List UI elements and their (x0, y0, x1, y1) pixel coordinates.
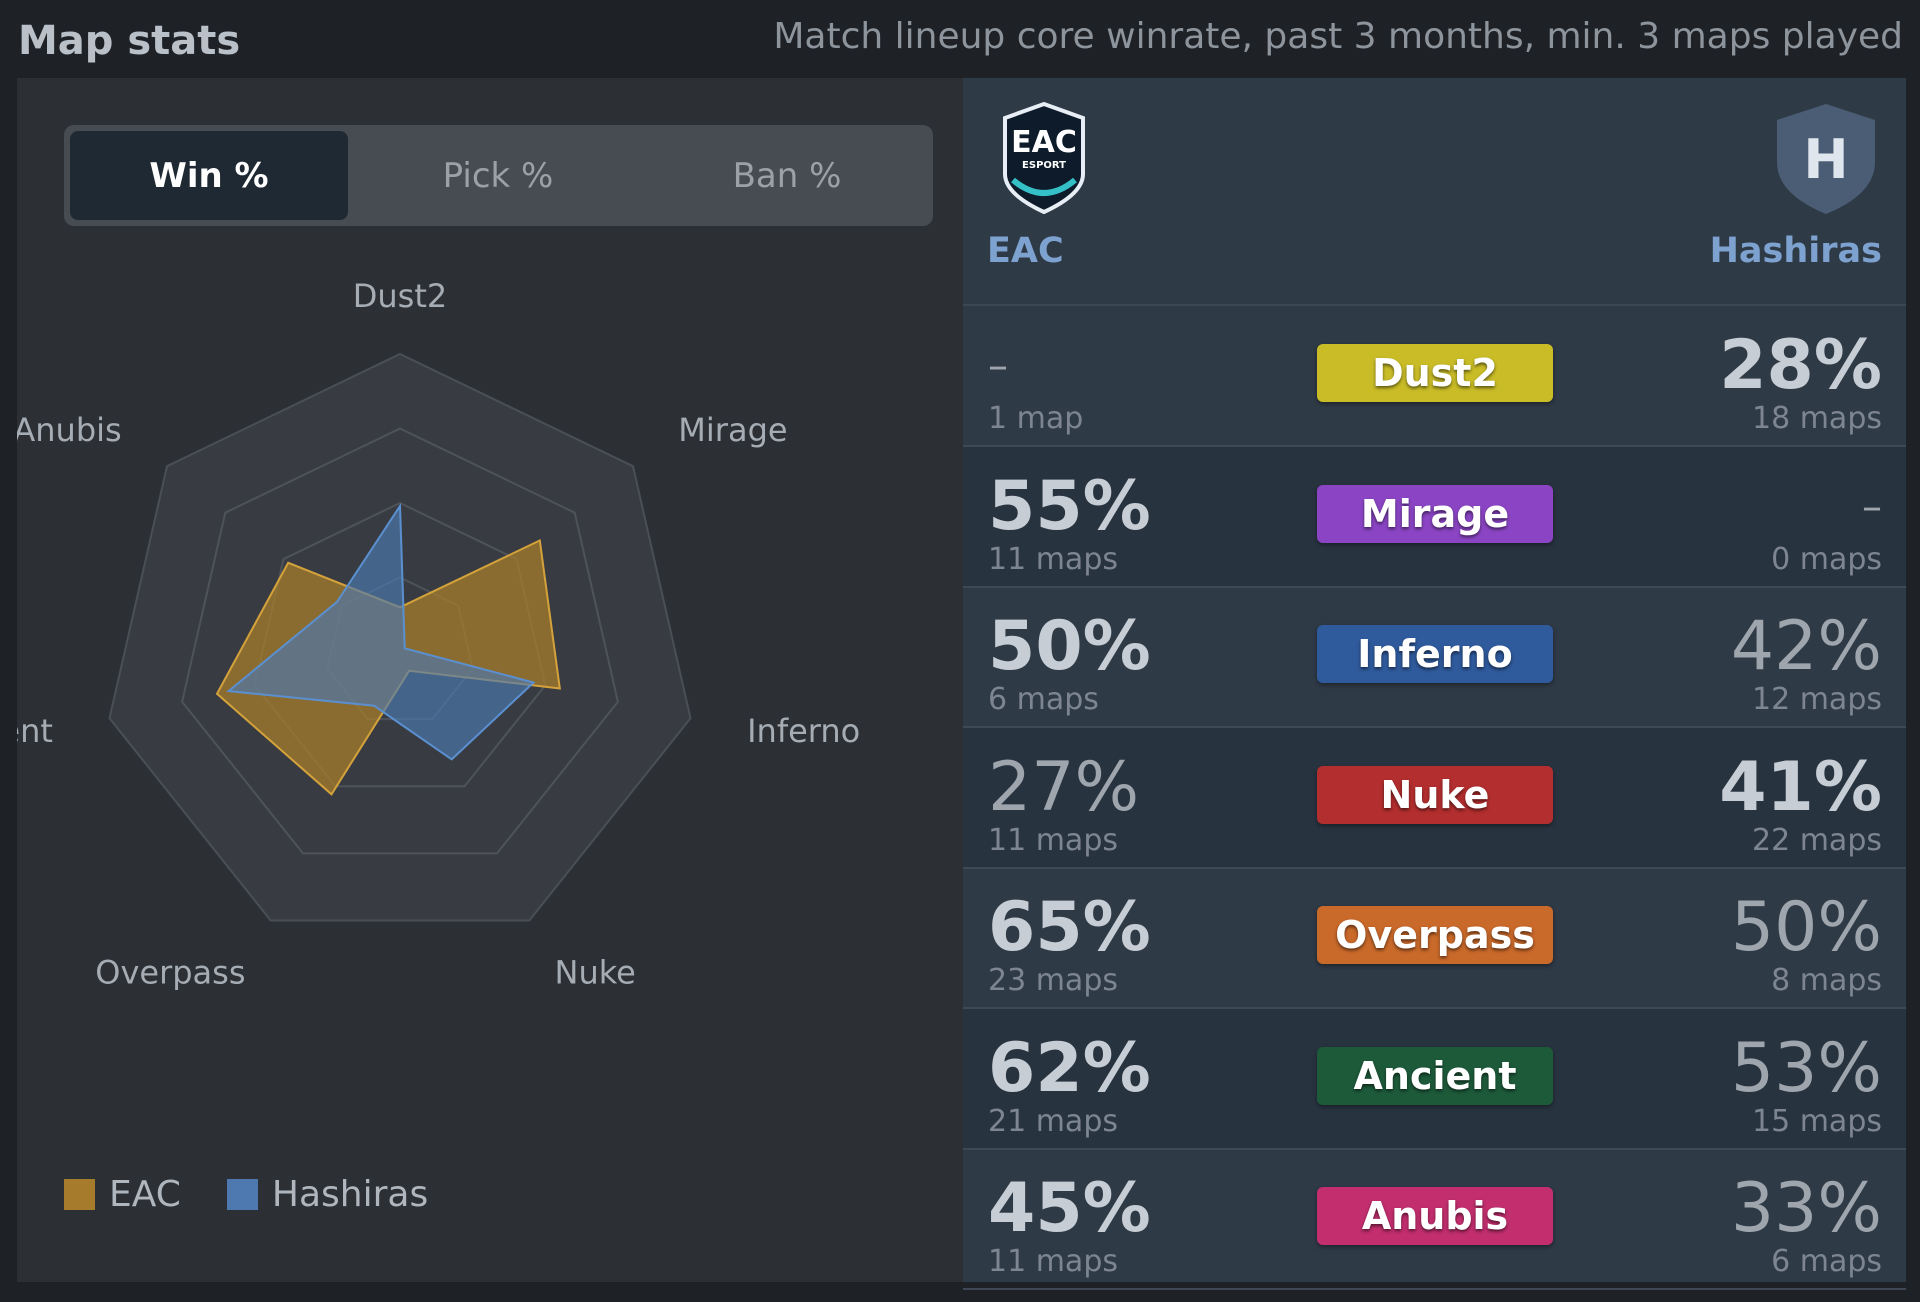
map-badge-overpass[interactable]: Overpass (1317, 906, 1553, 964)
right-win-pct: 42% (1730, 607, 1882, 686)
chart-panel: Win % Pick % Ban % Dust2 Mirage Inferno Nuk… (17, 78, 963, 1282)
tab-pick-pct[interactable]: Pick % (442, 155, 554, 196)
left-win-pct: 50% (988, 607, 1151, 686)
stats-panel: EAC ESPORT EAC H Hashiras – 1 map Dust2 28%… (963, 78, 1906, 1290)
team-name-right[interactable]: Hashiras (1709, 231, 1882, 271)
left-team-stat: 45% 11 maps (988, 1169, 1151, 1277)
legend-item-hashiras[interactable]: Hashiras (226, 1174, 429, 1215)
right-win-pct: 33% (1730, 1169, 1882, 1248)
left-win-pct: 55% (988, 466, 1151, 546)
map-badge-mirage[interactable]: Mirage (1317, 484, 1553, 543)
axis-label-ancient: Ancient (17, 712, 53, 750)
axis-label-dust2: Dust2 (353, 277, 448, 315)
hashiras-logo-text: H (1803, 128, 1848, 191)
page-title: Map stats (18, 18, 241, 64)
left-team-stat: 27% 11 maps (988, 748, 1139, 856)
tab-ban-pct[interactable]: Ban % (732, 155, 842, 196)
left-team-stat: 65% 23 maps (988, 888, 1151, 996)
left-win-pct: 45% (988, 1169, 1151, 1248)
left-team-stat: 62% 21 maps (988, 1029, 1151, 1137)
left-team-stat: 50% 6 maps (988, 607, 1151, 715)
map-badge-anubis[interactable]: Anubis (1317, 1187, 1553, 1245)
left-win-pct: 65% (988, 888, 1151, 967)
legend-swatch-eac (64, 1179, 95, 1210)
right-team-stat: – 0 maps (1771, 467, 1882, 575)
axis-label-inferno: Inferno (747, 712, 860, 750)
map-row-nuke[interactable]: 27% 11 maps Nuke 41% 22 maps (963, 727, 1906, 869)
map-row-mirage[interactable]: 55% 11 maps Mirage – 0 maps (963, 446, 1906, 588)
page-subtitle: Match lineup core winrate, past 3 months… (773, 16, 1903, 57)
map-row-ancient[interactable]: 62% 21 maps Ancient 53% 15 maps (963, 1008, 1906, 1150)
radar-series-hashiras (226, 502, 536, 761)
tab-win-pct[interactable]: Win % (70, 131, 348, 220)
axis-label-overpass: Overpass (95, 954, 245, 992)
right-maps-count: 12 maps (1752, 682, 1882, 717)
map-badge-dust2[interactable]: Dust2 (1317, 344, 1553, 402)
map-badge-inferno[interactable]: Inferno (1317, 625, 1553, 683)
left-maps-count: 23 maps (988, 963, 1118, 998)
right-maps-count: 0 maps (1771, 541, 1882, 577)
map-row-anubis[interactable]: 45% 11 maps Anubis 33% 6 maps (963, 1149, 1906, 1290)
right-win-pct: 41% (1719, 747, 1882, 827)
page-header: Map stats Match lineup core winrate, pas… (0, 0, 1920, 78)
left-team-stat: – 1 map (988, 326, 1083, 434)
right-team-stat: 42% 12 maps (1731, 607, 1882, 715)
right-maps-count: 15 maps (1752, 1103, 1882, 1139)
right-team-stat: 41% 22 maps (1719, 748, 1882, 856)
axis-label-nuke: Nuke (555, 954, 636, 992)
map-badge-ancient[interactable]: Ancient (1317, 1046, 1553, 1105)
legend-item-eac[interactable]: EAC (64, 1174, 181, 1215)
hashiras-logo: H (1777, 104, 1875, 214)
map-badge-nuke[interactable]: Nuke (1317, 765, 1553, 824)
eac-logo: EAC ESPORT (1003, 102, 1085, 214)
right-win-pct: – (1862, 483, 1882, 530)
right-win-pct: 53% (1730, 1028, 1882, 1108)
right-win-pct: 28% (1719, 326, 1882, 405)
right-win-pct: 50% (1730, 888, 1882, 967)
map-row-dust2[interactable]: – 1 map Dust2 28% 18 maps (963, 306, 1906, 447)
left-win-pct: 27% (988, 747, 1140, 827)
radar-gridline (181, 427, 619, 855)
legend-label: Hashiras (271, 1174, 429, 1215)
left-maps-count: 21 maps (988, 1103, 1118, 1139)
team-header: EAC ESPORT EAC H Hashiras (963, 78, 1906, 306)
right-maps-count: 18 maps (1752, 401, 1882, 436)
radar-chart: Dust2 Mirage Inferno Nuke Overpass Ancient Anu… (17, 277, 860, 992)
eac-logo-text: EAC (1011, 125, 1077, 160)
right-maps-count: 22 maps (1752, 822, 1882, 858)
axis-label-anubis: Anubis (17, 411, 122, 449)
left-maps-count: 1 map (988, 401, 1084, 436)
eac-logo-subtext: ESPORT (1022, 160, 1066, 171)
left-maps-count: 11 maps (988, 1244, 1118, 1279)
map-row-overpass[interactable]: 65% 23 maps Overpass 50% 8 maps (963, 868, 1906, 1009)
right-team-stat: 50% 8 maps (1731, 888, 1882, 996)
team-name-left[interactable]: EAC (987, 231, 1064, 271)
left-maps-count: 11 maps (988, 822, 1118, 858)
legend-label: EAC (109, 1174, 181, 1215)
right-maps-count: 6 maps (1771, 1244, 1882, 1279)
right-maps-count: 8 maps (1771, 963, 1882, 998)
left-maps-count: 6 maps (988, 682, 1099, 717)
left-win-pct: – (988, 343, 1008, 389)
stat-tabs: Win % Pick % Ban % (64, 125, 933, 226)
left-team-stat: 55% 11 maps (988, 467, 1151, 575)
map-row-inferno[interactable]: 50% 6 maps Inferno 42% 12 maps (963, 587, 1906, 728)
right-team-stat: 28% 18 maps (1719, 326, 1882, 434)
right-team-stat: 53% 15 maps (1731, 1029, 1882, 1137)
left-win-pct: 62% (988, 1028, 1151, 1108)
left-maps-count: 11 maps (988, 541, 1118, 577)
chart-legend: EAC Hashiras (64, 1174, 474, 1215)
axis-label-mirage: Mirage (678, 411, 787, 449)
legend-swatch-hashiras (226, 1179, 258, 1210)
right-team-stat: 33% 6 maps (1731, 1169, 1882, 1277)
